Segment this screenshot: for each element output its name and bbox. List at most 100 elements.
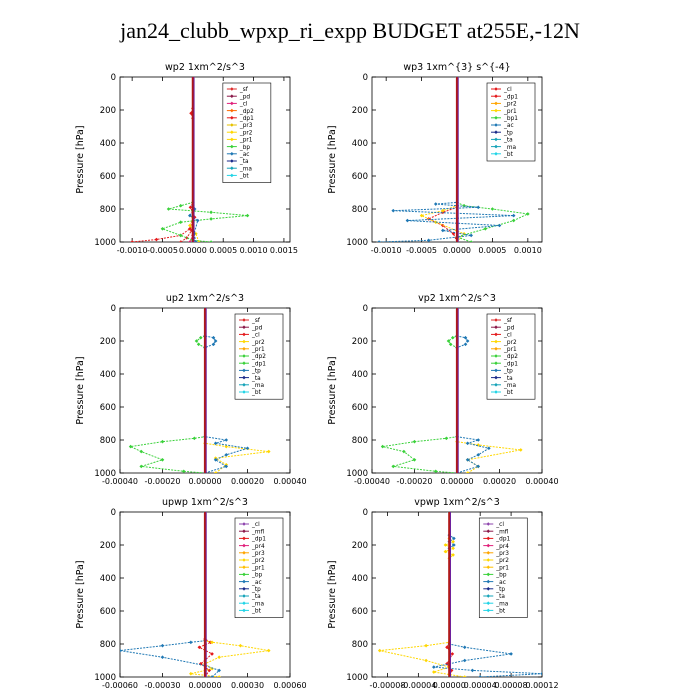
legend-label: _sf bbox=[251, 318, 261, 324]
series-marker bbox=[426, 238, 431, 242]
x-tick-label: -0.00040 bbox=[354, 477, 390, 486]
y-tick-label: 400 bbox=[100, 370, 116, 380]
legend-label: _dp1 bbox=[503, 94, 518, 100]
legend-marker bbox=[230, 137, 234, 142]
y-axis-label: Pressure [hPa] bbox=[327, 356, 338, 424]
panel-title: upwp 1xm^2/s^3 bbox=[162, 497, 248, 508]
series-marker bbox=[476, 205, 481, 210]
x-tick-label: 0.00000 bbox=[433, 681, 466, 690]
series-marker bbox=[380, 444, 385, 449]
series-line bbox=[427, 77, 458, 242]
series-marker bbox=[451, 546, 455, 551]
series-marker bbox=[444, 436, 449, 441]
series-marker bbox=[412, 458, 417, 462]
series-marker bbox=[511, 213, 516, 218]
legend-label: _ma bbox=[503, 145, 517, 151]
legend-label: _ta bbox=[251, 376, 261, 382]
series-marker bbox=[266, 648, 271, 653]
series-marker bbox=[433, 469, 438, 473]
x-tick-label: 0.00030 bbox=[231, 681, 264, 690]
legend-label: _tp bbox=[503, 130, 513, 136]
legend-label: _bp bbox=[239, 145, 251, 151]
y-tick-label: 0 bbox=[111, 73, 116, 83]
legend-marker bbox=[230, 101, 234, 106]
y-axis-label: Pressure [hPa] bbox=[75, 125, 86, 193]
y-tick-label: 1000 bbox=[94, 673, 116, 683]
legend-marker bbox=[242, 601, 246, 605]
legend-label: _bp1 bbox=[503, 116, 518, 122]
series-marker bbox=[465, 441, 470, 446]
legend-label: _cl bbox=[495, 522, 504, 528]
legend-marker bbox=[494, 87, 498, 91]
series-line bbox=[190, 512, 269, 677]
y-axis-label: Pressure [hPa] bbox=[75, 356, 86, 424]
series-marker bbox=[391, 464, 396, 469]
legend-marker bbox=[494, 123, 498, 127]
legend-label: _pr1 bbox=[251, 347, 265, 353]
legend-marker bbox=[242, 572, 246, 577]
legend-label: _pr3 bbox=[495, 551, 509, 557]
legend-marker bbox=[486, 551, 491, 555]
legend-label: _ac bbox=[495, 580, 506, 586]
legend-label: _ac bbox=[251, 580, 262, 586]
series-marker bbox=[160, 458, 165, 462]
legend-marker bbox=[230, 173, 234, 178]
x-tick-label: -0.0005 bbox=[147, 246, 178, 255]
x-tick-label: 0.00008 bbox=[495, 681, 528, 690]
legend-label: _sf bbox=[503, 318, 513, 324]
series-marker bbox=[424, 658, 428, 663]
x-tick-label: -0.00030 bbox=[145, 681, 181, 690]
series-marker bbox=[213, 458, 218, 462]
series-marker bbox=[419, 213, 424, 218]
legend-label: _pr2 bbox=[251, 340, 265, 346]
legend-marker bbox=[242, 543, 246, 548]
series-marker bbox=[490, 207, 495, 211]
legend-label: _ta bbox=[239, 159, 249, 165]
series-marker bbox=[470, 668, 475, 673]
series-marker bbox=[432, 665, 436, 669]
y-tick-label: 0 bbox=[363, 73, 368, 83]
legend-marker bbox=[494, 101, 498, 106]
chart-panel-vp2: vp2 1xm^2/s^3 Pressure [hPa] 0 200 400 600 800… bbox=[327, 293, 559, 486]
series-marker bbox=[245, 446, 250, 451]
x-tick-label: 0.0010 bbox=[240, 246, 268, 255]
legend-marker bbox=[230, 144, 234, 149]
legend-marker bbox=[486, 536, 491, 541]
series-marker bbox=[207, 668, 212, 673]
x-tick-label: 0.00004 bbox=[464, 681, 497, 690]
chart-panel-wp2: wp2 1xm^2/s^3 Pressure [hPa] 0 200 400 600 800… bbox=[75, 62, 298, 255]
panel-title: up2 1xm^2/s^3 bbox=[166, 293, 244, 304]
legend-label: _ta bbox=[503, 138, 513, 144]
x-tick-label: 0.00012 bbox=[525, 681, 558, 690]
legend-marker bbox=[494, 390, 498, 394]
y-axis-label: Pressure [hPa] bbox=[327, 125, 338, 193]
series-marker bbox=[192, 436, 197, 441]
x-tick-label: 0.0010 bbox=[514, 246, 542, 255]
series-line bbox=[132, 77, 196, 242]
x-tick-label: 0.0000 bbox=[179, 246, 207, 255]
series-marker bbox=[432, 670, 436, 674]
x-tick-label: -0.00020 bbox=[397, 477, 433, 486]
series-marker bbox=[441, 228, 445, 233]
series-marker bbox=[452, 543, 456, 547]
x-tick-label: -0.00060 bbox=[102, 681, 138, 690]
y-tick-label: 1000 bbox=[346, 469, 368, 479]
series-marker bbox=[476, 464, 481, 469]
chart-panel-upwp: upwp 1xm^2/s^3 Pressure [hPa] 0 200 400 600 80… bbox=[75, 497, 307, 690]
legend-marker bbox=[242, 332, 246, 337]
series-marker bbox=[194, 231, 198, 236]
series-marker bbox=[451, 553, 455, 557]
series-marker bbox=[178, 240, 183, 242]
x-tick-label: -0.0010 bbox=[117, 246, 148, 255]
legend-label: _pr2 bbox=[495, 558, 509, 564]
y-tick-label: 200 bbox=[352, 337, 368, 347]
series-group bbox=[130, 77, 250, 242]
legend-marker bbox=[494, 332, 498, 337]
legend-marker bbox=[494, 144, 498, 149]
series-marker bbox=[209, 210, 213, 215]
legend-label: _pr2 bbox=[239, 130, 253, 136]
series-marker bbox=[213, 471, 218, 473]
series-marker bbox=[483, 227, 488, 231]
legend-marker bbox=[230, 87, 234, 91]
series-group bbox=[380, 308, 523, 473]
